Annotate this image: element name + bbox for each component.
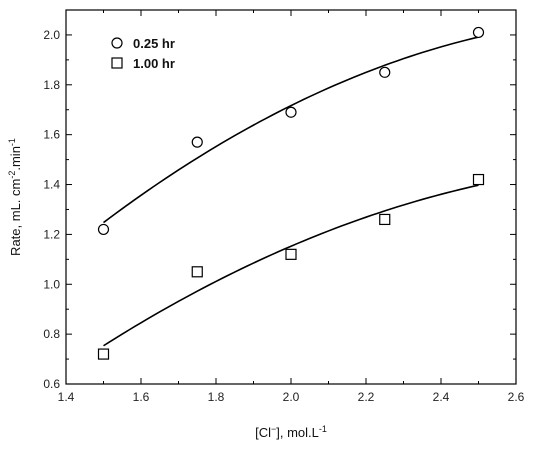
y-axis-title-text: Rate, mL. cm — [8, 179, 23, 256]
axis-titles-layer: [Cl−], mol.L-1 Rate, mL. cm-2.min-1 — [7, 138, 327, 440]
data-point-circle — [472, 26, 485, 39]
x-axis-title: [Cl−], mol.L-1 — [255, 424, 327, 440]
legend: 0.25 hr 1.00 hr — [111, 36, 175, 71]
x-tick-label: 1.8 — [208, 390, 225, 404]
x-tick-label: 1.4 — [58, 390, 75, 404]
data-point-circle — [379, 66, 391, 78]
data-point-square — [285, 248, 297, 260]
data-point-circle — [285, 106, 297, 118]
data-point-square — [191, 266, 203, 278]
y-axis-title-superscript: -2 — [7, 171, 17, 179]
data-point-square — [379, 213, 391, 226]
x-tick-label: 2.0 — [283, 390, 300, 404]
legend-label: 1.00 hr — [133, 56, 175, 71]
data-points-layer — [97, 26, 485, 360]
y-axis-title: Rate, mL. cm-2.min-1 — [7, 138, 23, 256]
legend-label: 0.25 hr — [133, 36, 175, 51]
y-tick-label: 1.6 — [43, 128, 60, 142]
legend-circle-marker — [111, 37, 123, 49]
data-point-square — [472, 173, 485, 186]
y-axis-title-superscript: -1 — [7, 138, 17, 146]
data-point-square — [97, 348, 110, 360]
y-tick-label: 1.2 — [43, 227, 60, 241]
x-axis-title-superscript: -1 — [319, 424, 327, 434]
data-point-circle — [97, 223, 110, 236]
legend-square-marker — [111, 57, 123, 69]
x-tick-label: 1.6 — [133, 390, 150, 404]
data-point-circle — [191, 136, 203, 148]
fit-curve-series-2 — [103, 184, 479, 347]
y-tick-label: 0.8 — [43, 327, 60, 341]
x-axis-title-superscript: − — [271, 424, 276, 434]
x-tick-label: 2.6 — [508, 390, 525, 404]
x-tick-label: 2.4 — [433, 390, 450, 404]
x-tick-label: 2.2 — [358, 390, 375, 404]
y-tick-label: 1.8 — [43, 78, 60, 92]
x-axis-title-text: [Cl — [255, 425, 271, 440]
y-tick-label: 1.4 — [43, 178, 60, 192]
x-axis-title-text: ], mol.L — [276, 425, 319, 440]
fit-curve-series-1 — [103, 36, 479, 224]
y-tick-label: 1.0 — [43, 277, 60, 291]
y-tick-label: 0.6 — [43, 377, 60, 391]
y-tick-label: 2.0 — [43, 28, 60, 42]
y-axis-title-text: .min — [8, 146, 23, 171]
axes-layer: 1.4 1.6 1.8 2.0 2.2 2.4 2.6 0.6 0.8 1.0 1.2 1.4 1.6 1… — [43, 9, 525, 404]
fit-curves-layer — [103, 36, 479, 347]
